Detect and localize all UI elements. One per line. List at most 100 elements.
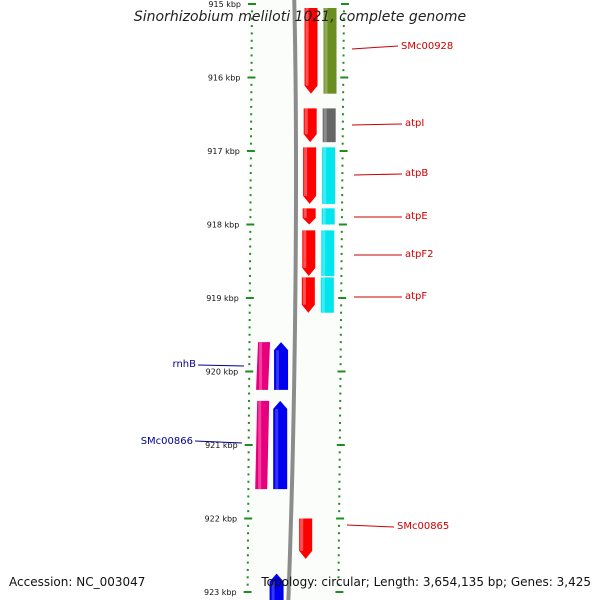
gene-highlight [300,518,304,551]
minor-tick-outer [340,245,343,248]
minor-tick-outer [338,466,341,469]
minor-tick-inner [246,561,249,564]
gene-atpB [303,147,336,204]
gene-label: atpE [405,211,428,222]
gene-highlight [302,277,306,305]
minor-tick-outer [342,105,345,108]
minor-tick-inner [249,142,252,145]
minor-tick-outer [340,289,343,292]
minor-tick-inner [246,546,249,549]
minor-tick-outer [342,98,345,101]
minor-tick-inner [247,524,250,527]
minor-tick-outer [341,127,344,130]
scale-ticks: 915 kbp 916 kbp 917 kbp 918 kbp 919 kbp 920 k… [204,0,349,597]
minor-tick-outer [341,120,344,123]
minor-tick-inner [246,576,249,579]
minor-tick-inner [250,135,253,138]
gene-unlabeled [269,573,284,600]
minor-tick-inner [248,355,251,358]
minor-tick-outer [338,495,341,498]
minor-tick-inner [247,407,250,410]
minor-tick-outer [339,385,342,388]
gene-label: rnhB [173,359,197,370]
minor-tick-inner [248,289,251,292]
minor-tick-outer [339,363,342,366]
minor-tick-outer [338,510,341,513]
gene-label-leader [197,364,245,367]
gene-SMc00865 [299,518,313,559]
tick-label: 920 kbp [206,368,239,377]
minor-tick-outer [341,179,344,182]
gene-highlight [275,408,279,490]
minor-tick-outer [342,32,345,35]
minor-tick-outer [341,172,344,175]
tick-label: 921 kbp [205,441,238,450]
reverse-gene-cog [255,400,270,490]
minor-tick-inner [250,25,253,28]
minor-tick-outer [340,282,343,285]
minor-tick-outer [339,377,342,380]
minor-tick-inner [249,201,252,204]
cog-category-bar [322,147,336,204]
minor-tick-outer [342,69,345,72]
minor-tick-outer [341,164,344,167]
gene-highlight [305,8,309,86]
minor-tick-inner [247,473,250,476]
minor-tick-inner [248,385,251,388]
gene-label-leader [351,123,403,126]
minor-tick-inner [247,502,250,505]
gene-label: atpI [405,118,424,129]
tick-label: 922 kbp [205,515,238,524]
minor-tick-outer [337,539,340,542]
minor-tick-inner [247,510,250,513]
cog-highlight [323,108,327,143]
minor-tick-inner [248,319,251,322]
minor-tick-inner [247,495,250,498]
gene-label-leader [353,173,403,176]
minor-tick-outer [340,311,343,314]
gene-highlight [303,230,307,268]
minor-tick-inner [248,341,251,344]
minor-tick-inner [250,69,253,72]
minor-tick-inner [246,539,249,542]
gene-atpI [303,108,336,143]
cog-highlight [322,230,326,276]
minor-tick-outer [339,348,342,351]
minor-tick-inner [249,267,252,270]
minor-tick-outer [342,10,345,13]
minor-tick-outer [340,230,343,233]
minor-tick-outer [339,414,342,417]
minor-tick-inner [248,311,251,314]
minor-tick-inner [249,260,252,263]
minor-tick-outer [338,473,341,476]
minor-tick-outer [339,407,342,410]
cog-highlight [259,342,263,390]
minor-tick-inner [247,429,250,432]
minor-tick-inner [249,208,252,211]
minor-tick-inner [250,32,253,35]
gene-label-leader [346,524,395,528]
tick-label: 915 kbp [208,0,241,9]
cog-category-bar [320,277,334,313]
minor-tick-inner [248,399,251,402]
reverse-gene-cog [256,342,271,390]
gene-atpF2 [302,230,335,276]
minor-tick-inner [247,488,250,491]
cog-highlight [323,147,327,204]
minor-tick-inner [248,282,251,285]
cog-category-bar [322,108,336,143]
minor-tick-outer [339,319,342,322]
cog-highlight [324,8,328,94]
map-background [246,0,342,600]
minor-tick-inner [248,392,251,395]
minor-tick-inner [248,326,251,329]
gene-label: SMc00865 [397,521,449,532]
cog-category-bar [323,8,337,94]
minor-tick-inner [249,186,252,189]
minor-tick-outer [340,252,343,255]
gene-highlight [276,350,280,390]
minor-tick-outer [342,39,345,42]
gene-label: SMc00928 [401,41,453,52]
gene-SMc00928 [304,8,337,94]
